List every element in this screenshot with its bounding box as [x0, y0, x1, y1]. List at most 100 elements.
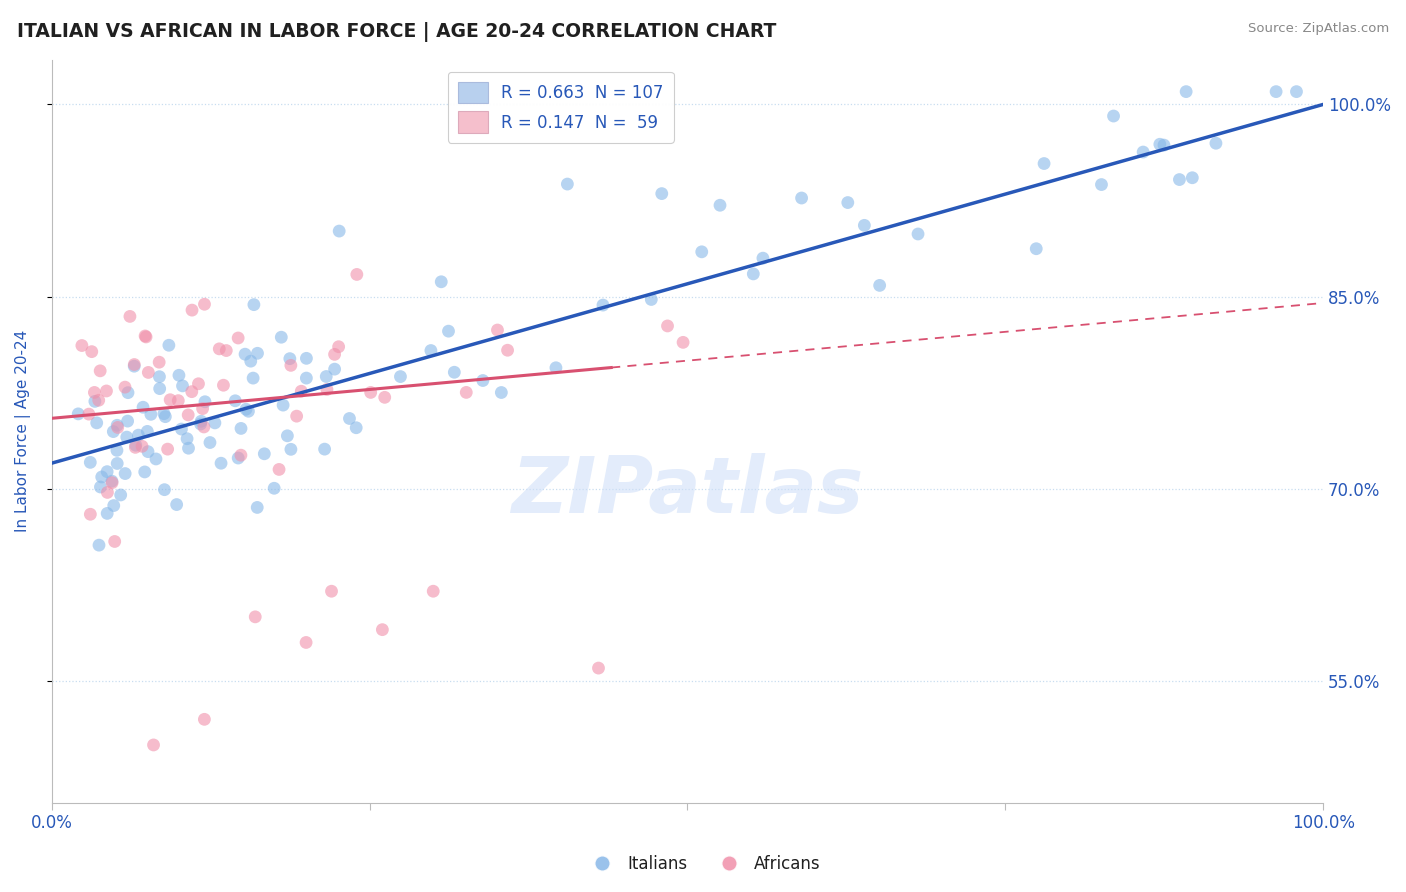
Point — [159, 392, 181, 407]
Point — [149, 382, 172, 396]
Point — [672, 335, 695, 350]
Point — [190, 417, 212, 431]
Y-axis label: In Labor Force | Age 20-24: In Labor Force | Age 20-24 — [15, 330, 31, 533]
Point — [83, 394, 105, 409]
Point — [290, 384, 312, 399]
Point — [87, 393, 110, 408]
Point — [263, 481, 285, 495]
Point — [316, 383, 339, 397]
Point — [295, 635, 318, 649]
Point — [166, 498, 188, 512]
Point — [360, 385, 382, 400]
Point — [153, 407, 176, 421]
Point — [138, 366, 160, 380]
Point — [87, 538, 110, 552]
Point — [229, 448, 252, 462]
Point — [193, 297, 215, 311]
Point — [271, 398, 294, 412]
Point — [869, 278, 891, 293]
Point — [190, 414, 212, 428]
Point — [226, 450, 249, 465]
Point — [389, 369, 412, 384]
Point — [110, 488, 132, 502]
Point — [321, 584, 343, 599]
Point — [742, 267, 765, 281]
Point — [124, 441, 146, 455]
Point — [592, 298, 614, 312]
Point — [471, 374, 494, 388]
Point — [79, 455, 101, 469]
Point — [1205, 136, 1227, 151]
Point — [177, 408, 200, 422]
Legend: Italians, Africans: Italians, Africans — [579, 848, 827, 880]
Point — [1285, 85, 1308, 99]
Point — [193, 712, 215, 726]
Point — [156, 442, 179, 457]
Point — [167, 368, 190, 383]
Point — [193, 420, 215, 434]
Point — [339, 411, 361, 425]
Point — [233, 347, 256, 361]
Point — [235, 402, 257, 417]
Point — [96, 465, 118, 479]
Point — [238, 404, 260, 418]
Point — [180, 384, 202, 399]
Point — [437, 324, 460, 338]
Point — [67, 407, 90, 421]
Point — [132, 401, 155, 415]
Point — [245, 610, 267, 624]
Point — [1025, 242, 1047, 256]
Point — [104, 534, 127, 549]
Point — [239, 354, 262, 368]
Point — [496, 343, 519, 358]
Point — [176, 432, 198, 446]
Point — [124, 358, 146, 372]
Point — [374, 390, 396, 404]
Point — [640, 293, 662, 307]
Point — [907, 227, 929, 241]
Point — [125, 438, 148, 452]
Point — [134, 329, 156, 343]
Point — [346, 268, 368, 282]
Point — [651, 186, 673, 201]
Point — [242, 371, 264, 385]
Point — [853, 219, 876, 233]
Point — [456, 385, 478, 400]
Point — [209, 456, 232, 470]
Point — [148, 369, 170, 384]
Point — [80, 344, 103, 359]
Point — [253, 447, 276, 461]
Point — [1149, 137, 1171, 152]
Point — [226, 331, 249, 345]
Point — [187, 376, 209, 391]
Point — [103, 499, 125, 513]
Point — [280, 359, 302, 373]
Point — [419, 343, 441, 358]
Point — [117, 414, 139, 428]
Point — [139, 408, 162, 422]
Point — [96, 485, 118, 500]
Point — [588, 661, 610, 675]
Point — [96, 384, 118, 398]
Point — [270, 330, 292, 344]
Point — [204, 416, 226, 430]
Point — [86, 416, 108, 430]
Point — [295, 371, 318, 385]
Point — [170, 422, 193, 436]
Point — [276, 429, 298, 443]
Point — [557, 177, 579, 191]
Text: ZIPatlas: ZIPatlas — [512, 452, 863, 529]
Point — [243, 298, 266, 312]
Point — [837, 195, 859, 210]
Text: ITALIAN VS AFRICAN IN LABOR FORCE | AGE 20-24 CORRELATION CHART: ITALIAN VS AFRICAN IN LABOR FORCE | AGE … — [17, 22, 776, 42]
Point — [323, 347, 346, 361]
Point — [194, 394, 217, 409]
Point — [136, 425, 159, 439]
Point — [371, 623, 394, 637]
Point — [181, 303, 204, 318]
Point — [1033, 156, 1056, 170]
Point — [1153, 138, 1175, 153]
Point — [314, 442, 336, 457]
Point — [328, 340, 350, 354]
Point — [117, 385, 139, 400]
